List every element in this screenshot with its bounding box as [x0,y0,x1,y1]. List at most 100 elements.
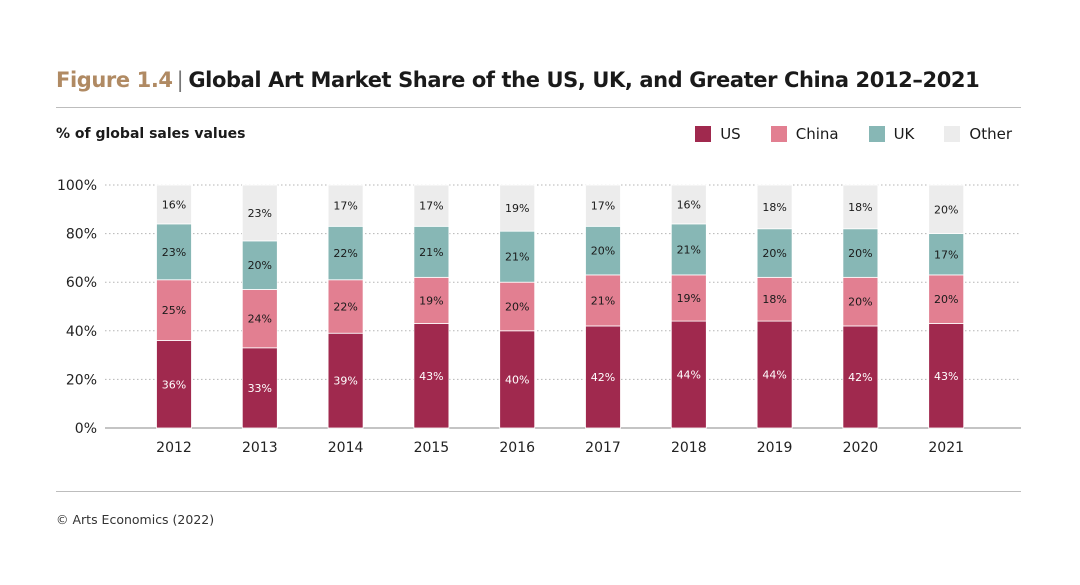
x-tick-label: 2018 [671,440,707,456]
data-label-us: 36% [162,378,186,391]
bar-segment-uk [499,230,536,283]
bar-segment-china [156,279,192,341]
x-tick-label: 2019 [757,440,793,456]
source-note: © Arts Economics (2022) [56,512,215,527]
legend-item-china: China [770,125,839,143]
data-label-china: 20% [505,301,529,314]
bar-segment-uk [156,223,192,281]
bar-segment-uk [928,233,965,276]
bar-segment-us [842,325,879,429]
data-label-china: 21% [591,294,615,307]
bar-segment-china [499,281,536,332]
bar-segment-other [585,184,621,227]
bar-segment-china [928,274,965,324]
data-label-uk: 17% [934,248,958,261]
legend-label-us: US [720,125,741,143]
bar-segment-other [241,184,278,242]
bar-segment-us [585,325,621,429]
y-tick-label: 40% [66,324,97,340]
data-label-china: 20% [934,293,958,306]
title-separator: | [176,68,184,92]
bar-segment-china [327,279,364,334]
data-label-us: 44% [762,369,786,382]
bar-segment-other [499,184,536,232]
bar-segment-other [670,184,707,225]
data-label-china: 20% [848,296,872,309]
bar-segment-other [327,184,364,227]
data-label-other: 17% [333,200,357,213]
data-label-uk: 21% [505,251,529,264]
y-tick-label: 100% [57,178,97,194]
legend: US China UK Other [665,125,1012,143]
bar-segment-china [413,276,450,324]
bar-segment-us [670,320,707,429]
bar-segment-uk [241,240,278,290]
bar-segment-china [670,274,707,322]
data-label-uk: 21% [677,243,701,256]
data-label-china: 24% [248,313,272,326]
bar-segment-us [327,332,364,429]
data-label-other: 16% [677,198,701,211]
legend-label-uk: UK [893,125,915,143]
x-tick-label: 2017 [585,440,621,456]
x-tick-label: 2012 [156,440,192,456]
y-tick-label: 80% [66,227,97,243]
bar-segment-us [241,347,278,429]
y-axis-caption: % of global sales values [56,126,246,142]
chart-title: Figure 1.4 | Global Art Market Share of th… [56,68,980,92]
legend-item-other: Other [944,125,1012,143]
x-tick-label: 2021 [928,440,964,456]
x-tick-label: 2013 [242,440,278,456]
data-label-uk: 20% [248,259,272,272]
bar-segment-other [842,184,879,230]
x-tick-label: 2014 [328,440,364,456]
data-label-china: 19% [677,292,701,305]
bar-segment-china [756,276,793,322]
data-label-other: 18% [762,201,786,214]
data-label-china: 25% [162,304,186,317]
bar-segment-china [842,276,879,327]
legend-swatch-uk [868,126,885,142]
data-label-us: 33% [248,382,272,395]
title-text: Global Art Market Share of the US, UK, a… [188,68,980,92]
legend-swatch-china [770,126,787,142]
legend-item-uk: UK [868,125,915,143]
y-tick-label: 60% [66,275,97,291]
data-label-us: 42% [591,371,615,384]
bar-segment-us [413,323,450,429]
legend-swatch-us [695,126,712,142]
data-label-uk: 22% [333,247,357,260]
data-label-other: 17% [591,200,615,213]
data-label-other: 19% [505,202,529,215]
data-label-uk: 20% [848,247,872,260]
legend-label-other: Other [969,125,1012,143]
y-tick-label: 0% [75,421,97,437]
data-label-other: 16% [162,198,186,211]
legend-label-china: China [795,125,839,143]
footer-rule [56,491,1021,492]
data-label-china: 18% [762,293,786,306]
data-label-us: 44% [677,369,701,382]
x-tick-label: 2015 [414,440,450,456]
bar-segment-us [156,340,192,429]
legend-item-us: US [695,125,741,143]
data-label-us: 42% [848,371,872,384]
data-label-other: 18% [848,201,872,214]
data-label-china: 19% [419,294,443,307]
data-label-other: 20% [934,203,958,216]
data-label-us: 39% [333,375,357,388]
data-label-uk: 20% [591,245,615,258]
data-label-uk: 20% [762,247,786,260]
figure-number: Figure 1.4 [56,68,173,92]
data-label-us: 43% [934,370,958,383]
data-label-us: 40% [505,373,529,386]
bar-segment-us [499,330,536,429]
data-label-uk: 23% [162,246,186,259]
bar-segment-other [413,184,450,227]
bar-segment-other [928,184,965,234]
data-label-us: 43% [419,370,443,383]
x-tick-label: 2020 [843,440,879,456]
data-label-uk: 21% [419,246,443,259]
data-label-other: 17% [419,200,443,213]
